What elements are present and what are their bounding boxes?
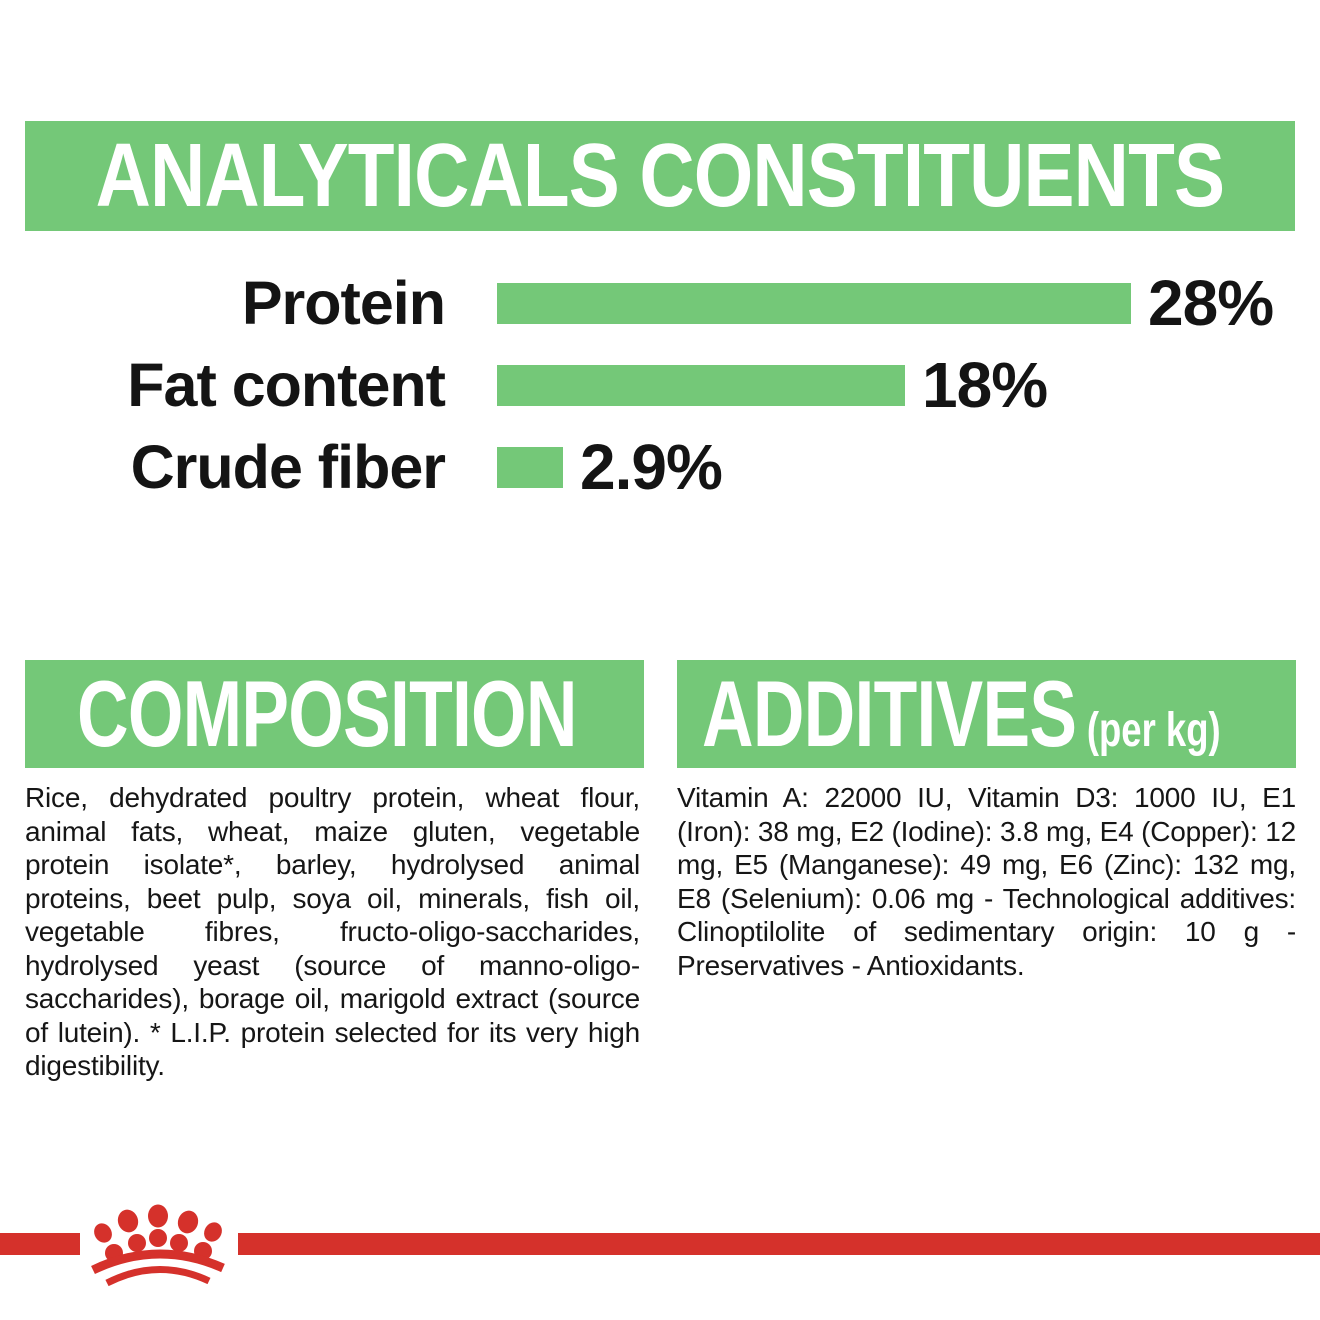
chart-category-label: Protein <box>241 269 446 337</box>
chart-category-label: Crude fiber <box>130 433 446 501</box>
chart-value-label: 28% <box>1148 267 1274 339</box>
page-title: ANALYTICALS CONSTITUENTS <box>95 126 1225 226</box>
chart-bar <box>497 282 1131 324</box>
chart-value-label: 18% <box>922 349 1048 421</box>
chart-bar <box>497 364 905 406</box>
chart-value-label: 2.9% <box>580 431 723 503</box>
chart-bar <box>497 446 563 488</box>
additives-title: ADDITIVES (per kg) <box>702 667 1221 761</box>
header-banner: ANALYTICALS CONSTITUENTS <box>25 121 1295 231</box>
chart-row: Protein 28% <box>0 262 1320 344</box>
chart-category-label: Fat content <box>127 351 446 419</box>
composition-banner: COMPOSITION <box>25 660 644 768</box>
royal-canin-crown-logo-icon <box>91 1204 225 1287</box>
footer-stripe-left <box>0 1233 80 1255</box>
additives-banner: ADDITIVES (per kg) <box>677 660 1296 768</box>
additives-body: Vitamin A: 22000 IU, Vitamin D3: 1000 IU… <box>677 782 1296 981</box>
additives-unit-label: (per kg) <box>1086 704 1221 757</box>
chart-row: Fat content 18% <box>0 344 1320 426</box>
additives-title-text: ADDITIVES <box>702 661 1077 766</box>
composition-body: Rice, dehydrated poultry protein, wheat … <box>25 782 640 1081</box>
analytical-constituents-chart: Protein 28% Fat content 18% Crude fiber 2.9% <box>0 262 1320 508</box>
chart-row: Crude fiber 2.9% <box>0 426 1320 508</box>
composition-title: COMPOSITION <box>77 661 577 766</box>
footer-stripe-right <box>238 1233 1320 1255</box>
